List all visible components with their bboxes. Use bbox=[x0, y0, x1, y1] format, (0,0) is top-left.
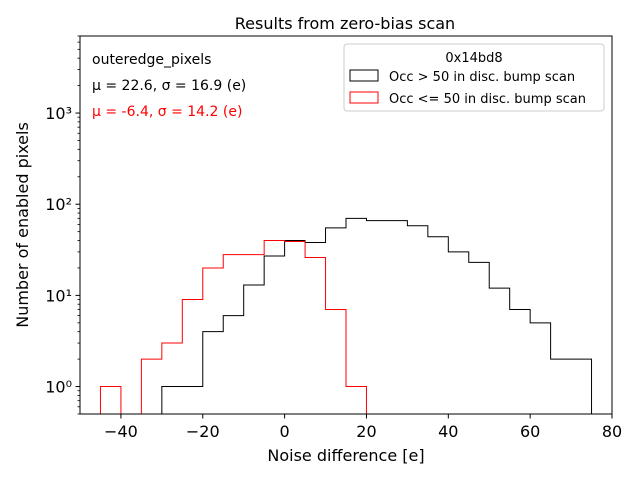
legend-swatch-black bbox=[349, 69, 379, 82]
x-tick-label: −20 bbox=[186, 422, 220, 441]
annotation-region: outeredge_pixels bbox=[92, 52, 211, 68]
legend-label-red: Occ <= 50 in disc. bump scan bbox=[389, 92, 586, 107]
legend-swatch-red bbox=[349, 91, 379, 104]
x-tick-label: 0 bbox=[280, 422, 290, 441]
x-tick-label: 60 bbox=[520, 422, 540, 441]
legend-box bbox=[343, 43, 605, 112]
y-tick-label: 10² bbox=[45, 195, 72, 214]
x-tick-label: 20 bbox=[356, 422, 376, 441]
x-axis-label: Noise difference [e] bbox=[267, 446, 424, 465]
x-tick-label: 80 bbox=[602, 422, 622, 441]
annotation-red-stats: μ = -6.4, σ = 14.2 (e) bbox=[92, 104, 242, 120]
legend: 0x14bd8 Occ > 50 in disc. bump scan Occ … bbox=[343, 43, 605, 112]
y-tick-label: 10⁰ bbox=[45, 378, 72, 397]
legend-label-black: Occ > 50 in disc. bump scan bbox=[389, 70, 575, 85]
annotation-black-stats: μ = 22.6, σ = 16.9 (e) bbox=[92, 78, 246, 94]
histogram-series-black bbox=[161, 217, 593, 414]
y-axis-label: Number of enabled pixels bbox=[13, 122, 32, 328]
x-tick-label: 40 bbox=[438, 422, 458, 441]
x-tick-label: −40 bbox=[104, 422, 138, 441]
histogram-series-red bbox=[99, 239, 367, 414]
legend-title: 0x14bd8 bbox=[445, 51, 502, 66]
y-tick-label: 10³ bbox=[45, 104, 72, 123]
y-tick-label: 10¹ bbox=[45, 286, 72, 305]
chart-title: Results from zero-bias scan bbox=[235, 14, 455, 33]
plot-frame bbox=[79, 35, 613, 415]
